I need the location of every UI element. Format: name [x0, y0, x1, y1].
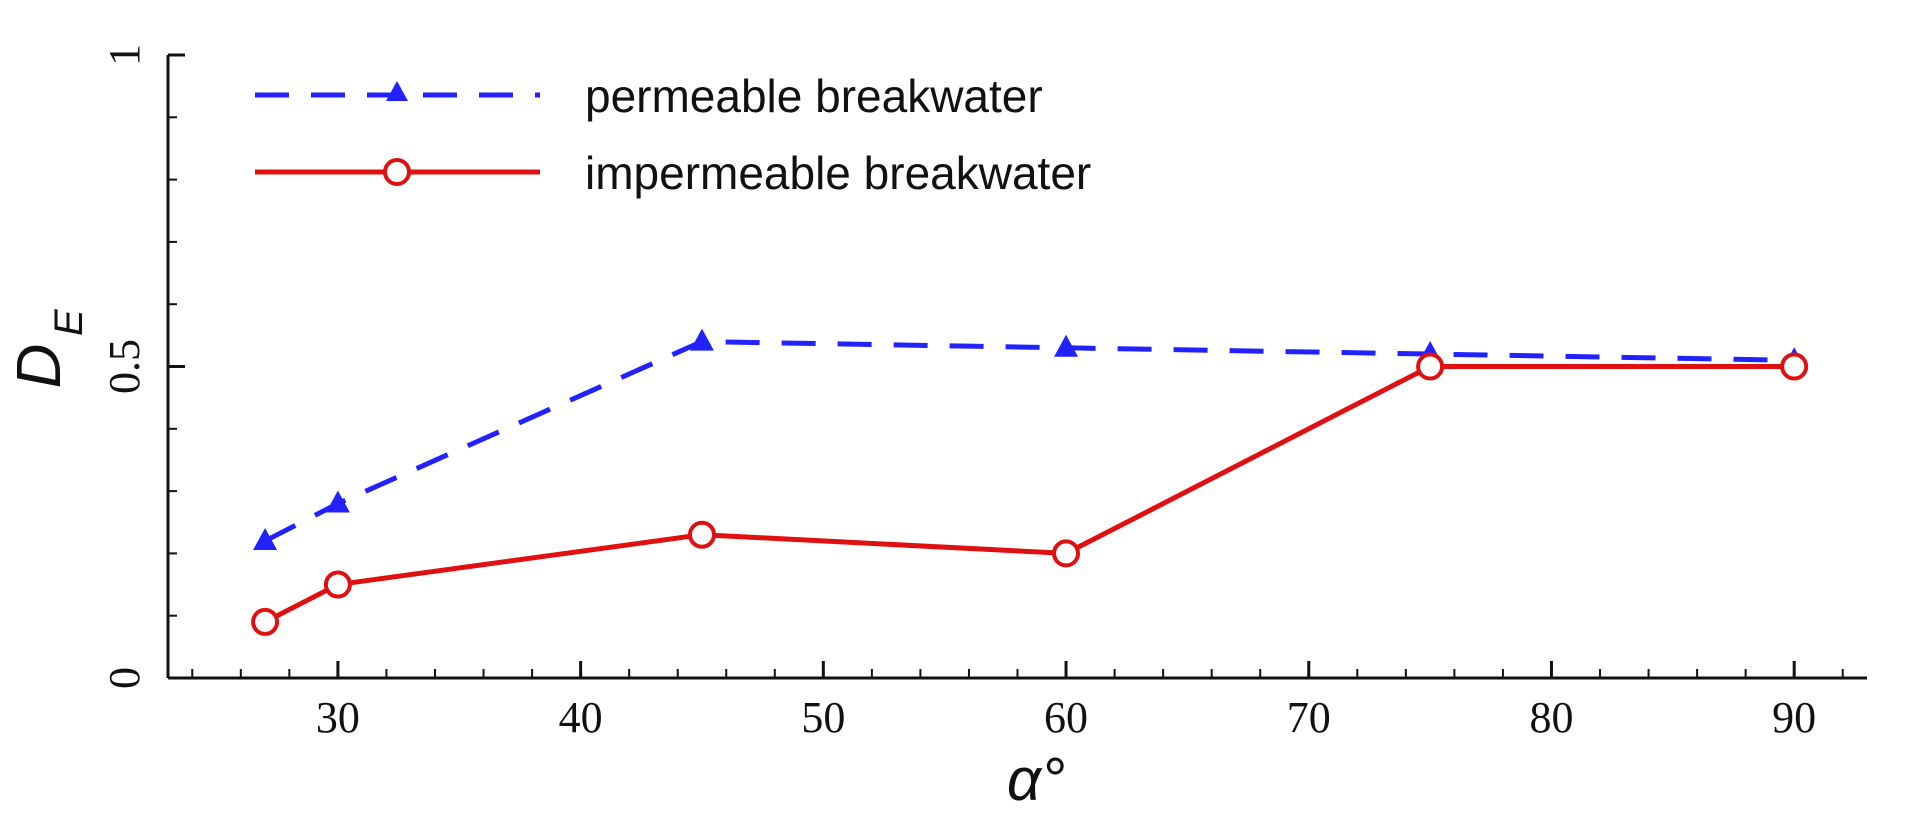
legend-label-permeable: permeable breakwater [585, 70, 1043, 122]
data-point-circle [251, 607, 280, 636]
legend-label-impermeable: impermeable breakwater [585, 147, 1091, 199]
y-tick-label: 1 [100, 44, 149, 66]
data-point-triangle [325, 490, 350, 513]
data-point-circle [1780, 352, 1809, 381]
series-line-0 [263, 339, 1795, 544]
legend-entry-permeable: permeable breakwater [255, 70, 1043, 122]
axes-ticks: 30 40 50 60 70 80 90 0 0.5 1 [100, 44, 1844, 742]
y-axis-title: D E [5, 308, 91, 388]
plot-series [251, 328, 1809, 636]
y-axis-title-main: D [5, 344, 74, 389]
x-tick-label: 30 [316, 693, 360, 742]
data-point-circle [1416, 352, 1445, 381]
data-point-circle [323, 570, 352, 599]
data-point-triangle [1054, 334, 1079, 357]
x-tick-label: 80 [1529, 693, 1573, 742]
x-tick-label: 40 [559, 693, 603, 742]
data-point-triangle [689, 328, 714, 351]
data-point-circle [687, 520, 716, 549]
x-tick-label: 50 [801, 693, 845, 742]
x-axis-title: α° [1007, 746, 1065, 813]
x-tick-label: 70 [1287, 693, 1331, 742]
legend: permeable breakwater impermeable breakwa… [255, 70, 1091, 199]
legend-entry-impermeable: impermeable breakwater [255, 147, 1091, 199]
y-axis-title-subscript: E [47, 308, 91, 336]
data-point-triangle [253, 527, 278, 550]
y-tick-label: 0 [100, 667, 149, 689]
x-tick-label: 60 [1044, 693, 1088, 742]
legend-marker-circle [383, 158, 411, 186]
data-point-circle [1052, 539, 1081, 568]
y-tick-label: 0.5 [100, 339, 149, 394]
x-tick-label: 90 [1772, 693, 1816, 742]
series-line-1 [263, 364, 1795, 625]
legend-marker-triangle [386, 81, 408, 101]
